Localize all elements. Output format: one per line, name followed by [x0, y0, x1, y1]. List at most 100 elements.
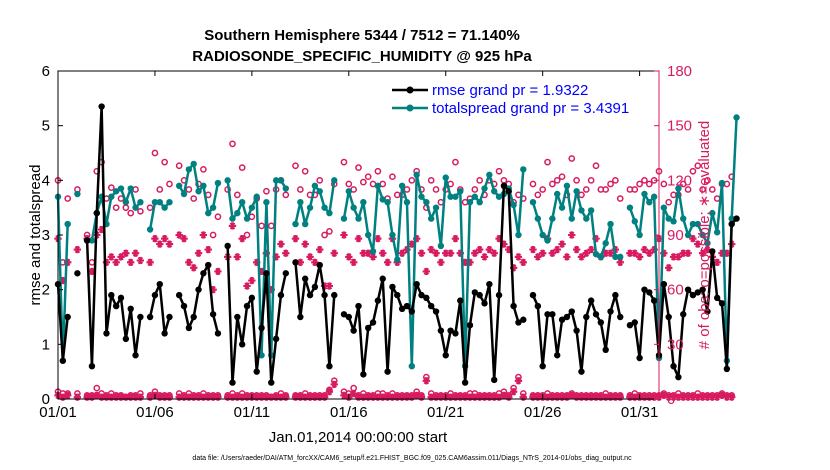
obs-evaluated-marker	[505, 393, 513, 401]
totalspread-point	[403, 199, 411, 206]
obs-evaluated-marker	[165, 393, 174, 401]
right-tick-label: 30	[667, 336, 684, 353]
obs-evaluated-marker	[214, 267, 222, 276]
obs-evaluated-marker	[282, 249, 290, 257]
rmse-point	[423, 294, 430, 302]
obs-possible-marker	[699, 186, 706, 193]
obs-possible-marker	[631, 186, 639, 193]
rmse-point	[59, 357, 67, 364]
obs-evaluated-marker	[437, 258, 445, 266]
totalspread-point	[704, 240, 711, 247]
obs-possible-marker	[238, 164, 246, 171]
totalspread-point	[728, 215, 735, 222]
obs-possible-marker	[544, 158, 551, 166]
rmse-point	[694, 289, 701, 296]
y-tick-label: 3	[42, 227, 50, 244]
obs-possible-marker	[573, 176, 580, 184]
totalspread-point	[306, 204, 314, 211]
rmse-point	[161, 330, 168, 337]
x-tick-label: 01/16	[330, 404, 368, 421]
obs-evaluated-marker	[480, 253, 489, 261]
obs-evaluated-marker	[422, 267, 430, 276]
obs-evaluated-marker	[136, 256, 144, 265]
rmse-point	[432, 308, 440, 315]
obs-evaluated-marker	[417, 393, 426, 401]
rmse-point	[205, 261, 212, 269]
totalspread-point	[689, 220, 697, 228]
rmse-point	[234, 313, 241, 321]
obs-evaluated-marker	[345, 253, 353, 261]
obs-possible-marker	[355, 164, 362, 171]
rmse-point	[316, 261, 323, 269]
totalspread-point	[112, 188, 120, 195]
rmse-point	[428, 302, 435, 310]
obs-evaluated-marker	[165, 240, 174, 248]
rmse-point	[510, 302, 517, 310]
obs-possible-marker	[243, 231, 251, 239]
rmse-point	[515, 319, 522, 326]
rmse-point	[587, 297, 595, 304]
obs-evaluated-marker	[665, 393, 673, 401]
rmse-point	[355, 302, 362, 310]
obs-evaluated-marker	[238, 235, 246, 243]
totalspread-point	[718, 179, 726, 187]
rmse-point	[350, 327, 357, 334]
obs-possible-marker	[408, 176, 416, 184]
rmse-point	[495, 291, 503, 299]
obs-possible-marker	[607, 180, 614, 188]
obs-possible-marker	[263, 187, 270, 195]
totalspread-point	[646, 199, 653, 206]
rmse-point	[408, 308, 416, 315]
totalspread-point	[146, 226, 154, 233]
obs-evaluated-marker	[563, 253, 571, 261]
obs-evaluated-marker	[432, 249, 440, 257]
rmse-point	[457, 297, 464, 304]
rmse-point	[209, 311, 217, 318]
rmse-point	[534, 302, 542, 310]
totalspread-point	[432, 204, 440, 211]
totalspread-point	[214, 179, 222, 187]
rmse-point	[248, 294, 256, 302]
obs-evaluated-marker	[500, 391, 508, 399]
rmse-point	[331, 291, 338, 299]
obs-possible-marker	[592, 162, 600, 170]
totalspread-point	[180, 190, 188, 198]
rmse-point	[670, 363, 677, 370]
obs-evaluated-marker	[631, 249, 639, 257]
obs-evaluated-marker	[519, 393, 527, 401]
obs-evaluated-marker	[180, 235, 188, 243]
rmse-point	[292, 259, 299, 266]
totalspread-point	[209, 204, 217, 211]
totalspread-point	[699, 231, 706, 239]
totalspread-point	[602, 240, 609, 247]
rmse-point	[636, 354, 643, 362]
totalspread-point	[539, 231, 546, 239]
obs-evaluated-marker	[645, 249, 653, 257]
rmse-point	[93, 209, 100, 217]
rmse-point	[437, 327, 445, 334]
obs-evaluated-marker	[573, 245, 581, 254]
totalspread-point	[418, 193, 425, 200]
rmse-point	[64, 313, 71, 321]
right-tick-label: 180	[667, 63, 692, 80]
obs-evaluated-marker	[718, 391, 726, 399]
obs-evaluated-marker	[350, 258, 358, 266]
obs-possible-marker	[529, 180, 537, 188]
totalspread-point	[617, 253, 624, 261]
totalspread-point	[578, 207, 585, 214]
obs-evaluated-marker	[514, 253, 523, 261]
obs-evaluated-marker	[228, 222, 237, 230]
obs-evaluated-marker	[156, 240, 164, 248]
obs-evaluated-marker	[64, 391, 72, 399]
obs-evaluated-marker	[616, 258, 624, 266]
totalspread-point	[331, 177, 338, 184]
totalspread-point	[243, 215, 251, 222]
rmse-point	[364, 324, 372, 332]
obs-possible-marker	[166, 180, 173, 188]
rmse-point	[88, 363, 96, 370]
rmse-point	[665, 313, 672, 321]
obs-evaluated-marker	[306, 253, 314, 261]
rmse-point	[689, 291, 697, 299]
rmse-point	[195, 286, 202, 293]
rmse-point	[321, 291, 328, 299]
